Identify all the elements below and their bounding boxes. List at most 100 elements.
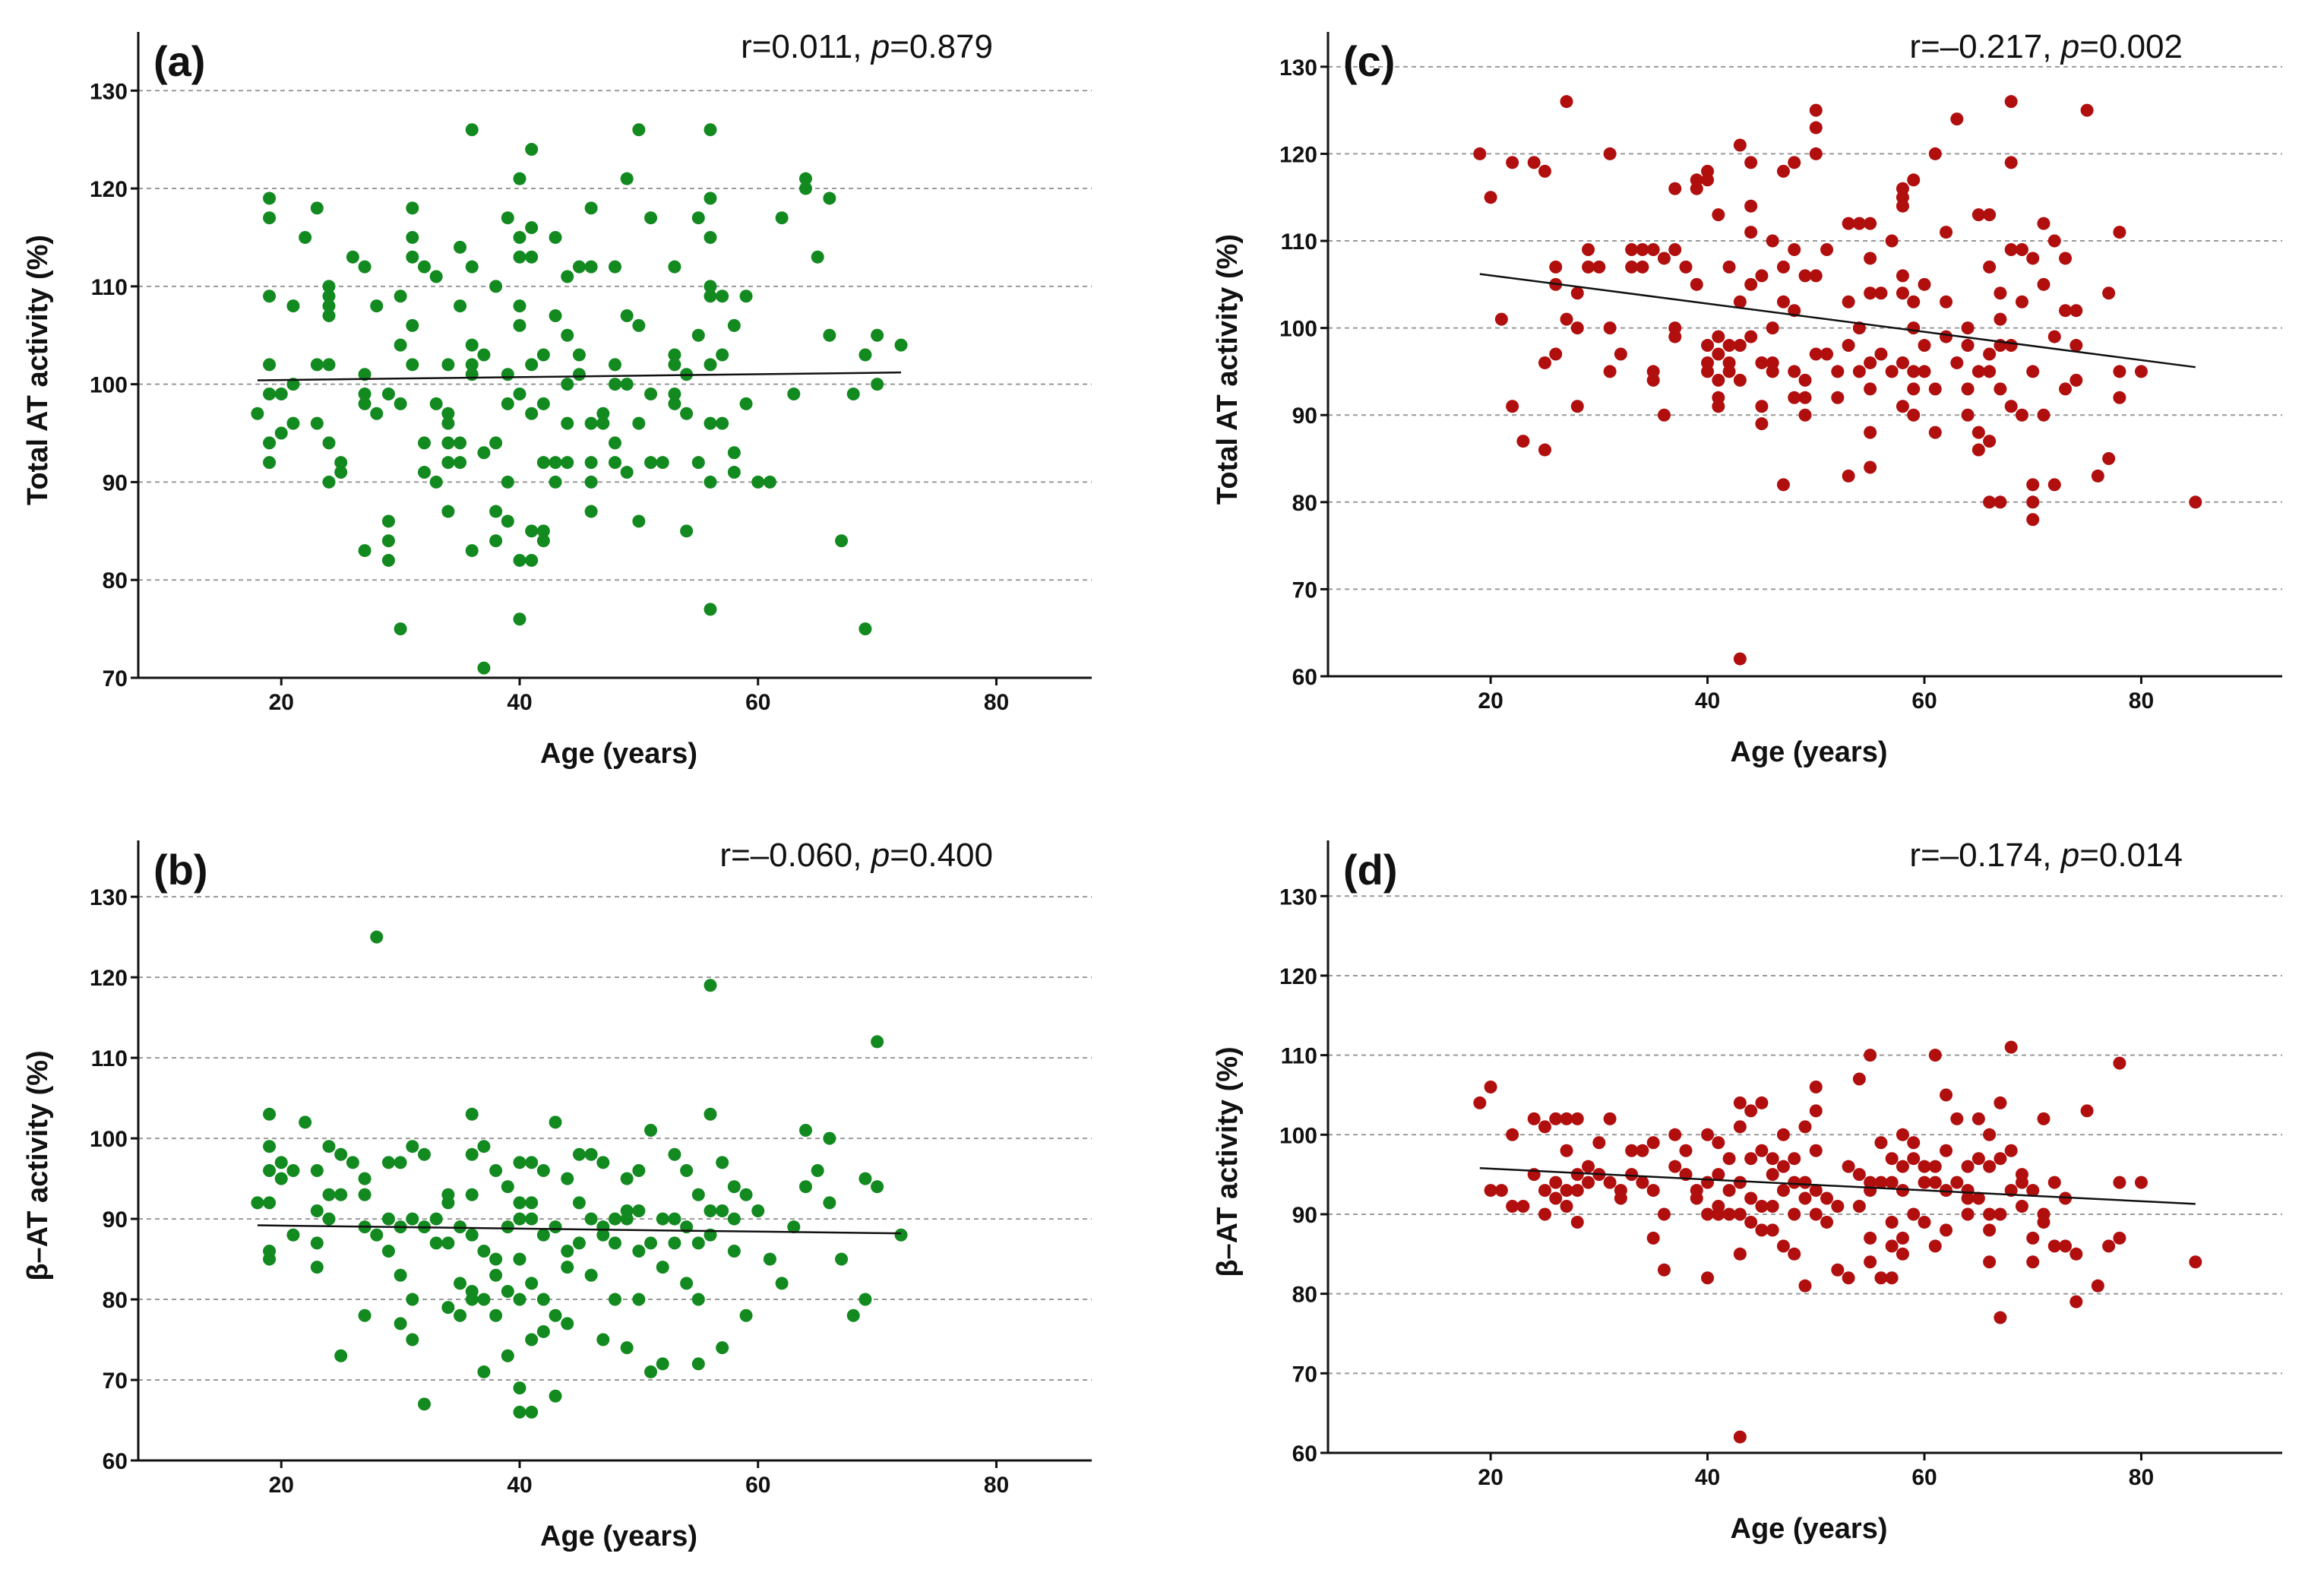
data-point [1852, 1168, 1866, 1182]
data-point [251, 1196, 264, 1210]
data-point [858, 1293, 872, 1306]
data-point [1885, 234, 1899, 248]
data-point [620, 172, 634, 185]
p-value: =0.879 [890, 28, 993, 65]
data-point [334, 466, 348, 479]
data-point [787, 388, 801, 401]
panel-label: (b) [153, 846, 208, 894]
data-point [2004, 156, 2018, 169]
data-point [465, 1293, 479, 1306]
y-tick-label: 130 [1279, 55, 1317, 81]
data-point [632, 416, 646, 430]
data-point [501, 1220, 514, 1234]
data-point [2113, 391, 2126, 404]
data-point [787, 1220, 801, 1234]
data-point [477, 1293, 491, 1306]
y-axis-title: Total AT activity (%) [22, 235, 54, 505]
data-point [381, 1244, 395, 1258]
data-point [489, 1268, 503, 1282]
data-point [572, 348, 586, 362]
data-point [454, 1277, 467, 1290]
data-point [1646, 242, 1660, 256]
data-point [894, 338, 908, 352]
y-tick-label: 70 [1292, 1362, 1317, 1387]
data-point [465, 123, 479, 137]
x-tick-label: 40 [1695, 688, 1720, 714]
data-point [632, 1163, 646, 1177]
data-point [429, 397, 443, 410]
data-point [1744, 1215, 1758, 1229]
data-point [763, 475, 776, 489]
data-point [1733, 373, 1747, 387]
data-point [1538, 356, 1551, 369]
data-point [1788, 242, 1801, 256]
data-point [584, 416, 598, 430]
data-point [513, 318, 526, 332]
data-point [2015, 295, 2028, 309]
data-point [2047, 234, 2061, 248]
data-point [418, 466, 431, 479]
p-value: =0.002 [2079, 28, 2183, 65]
data-point [286, 416, 300, 430]
data-point [525, 1405, 539, 1419]
data-point [1603, 321, 1617, 335]
data-point [823, 1196, 836, 1210]
x-tick-label: 60 [745, 1473, 770, 1498]
y-tick-label: 100 [90, 1127, 128, 1152]
data-point [381, 514, 395, 528]
data-point [620, 1212, 634, 1226]
data-point [322, 475, 336, 489]
data-point [286, 1163, 300, 1177]
correlation-r: r=–0.174, [1909, 837, 2060, 874]
data-point [1907, 1136, 1921, 1150]
data-point [1755, 1096, 1769, 1109]
data-point [2026, 252, 2040, 265]
data-point [274, 388, 288, 401]
data-point [441, 505, 455, 518]
data-point [441, 436, 455, 450]
data-point [2026, 513, 2040, 527]
data-point [1516, 1200, 1530, 1214]
data-point [536, 1324, 550, 1338]
data-point [2004, 339, 2018, 353]
data-point [1885, 1271, 1899, 1285]
data-point [704, 1107, 717, 1121]
data-point [1701, 1207, 1715, 1221]
data-point [525, 358, 539, 372]
regression-line [257, 1224, 902, 1235]
data-point [561, 456, 574, 470]
data-point [680, 524, 694, 538]
data-point [441, 1236, 455, 1250]
data-point [1538, 1120, 1551, 1134]
data-point [1864, 356, 1877, 369]
y-tick-label: 60 [1292, 1441, 1317, 1467]
data-point [656, 1357, 669, 1371]
data-point [477, 348, 491, 362]
data-point [596, 1228, 610, 1242]
data-point [274, 1172, 288, 1185]
data-point [584, 1212, 598, 1226]
data-point [1971, 208, 1985, 222]
data-point [1809, 147, 1823, 160]
data-point [644, 456, 658, 470]
data-point [465, 368, 479, 381]
data-point [1864, 1049, 1877, 1062]
data-point [322, 290, 336, 303]
x-axis-title: Age (years) [540, 738, 697, 770]
data-point [370, 930, 384, 944]
data-point [525, 221, 539, 235]
data-point [1961, 408, 1975, 422]
data-point [2047, 478, 2061, 492]
data-point [1864, 286, 1877, 300]
data-point [1809, 269, 1823, 283]
data-point [704, 191, 717, 205]
data-point [477, 1244, 491, 1258]
data-point [2069, 1295, 2083, 1308]
data-point [1950, 356, 1964, 369]
data-point [1538, 1207, 1551, 1221]
data-point [549, 1308, 562, 1322]
data-point [811, 250, 824, 264]
data-point [2080, 1104, 2094, 1118]
data-point [620, 1172, 634, 1185]
data-point [406, 1333, 419, 1346]
